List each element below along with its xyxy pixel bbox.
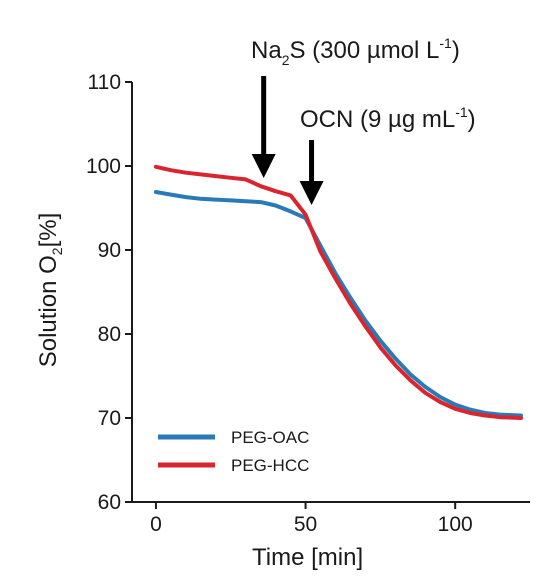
annotation-na2s-label: Na2S (300 µmol L-1) (251, 35, 460, 68)
x-tick-label: 50 (294, 513, 317, 536)
ocn-main: OCN (9 µg mL (300, 106, 455, 133)
na2s-main2: S (300 µmol L (289, 37, 439, 64)
ocn-arrow (299, 140, 324, 205)
legend: PEG-OAC PEG-HCC (158, 428, 309, 475)
annotation-ocn-label: OCN (9 µg mL-1) (300, 104, 476, 133)
legend-label-peg-hcc: PEG-HCC (231, 456, 309, 475)
y-tick-label: 70 (98, 407, 121, 430)
y-axis-title: Solution O2[%] (35, 213, 65, 368)
ocn-superscript: -1 (455, 104, 468, 120)
na2s-end: ) (452, 37, 460, 64)
axes (131, 82, 530, 503)
na2s-label: Na2S (300 µmol L-1) (251, 35, 460, 68)
na2s-main: Na (251, 37, 282, 64)
arrows (251, 76, 324, 205)
y-tick-label: 60 (98, 491, 121, 514)
series-line-peg-hcc (153, 164, 523, 420)
x-axis-title: Time [min] (252, 544, 363, 571)
na2s-superscript: -1 (439, 35, 452, 51)
y-axis-title-rest: [%] (35, 213, 62, 248)
na2s-arrow (251, 76, 276, 178)
series-layer (153, 164, 523, 420)
x-ticks: 0 50 100 (150, 502, 473, 536)
x-tick-label: 100 (438, 513, 473, 536)
y-ticks: 60 70 80 90 100 110 (86, 71, 132, 514)
ocn-end: ) (468, 106, 476, 133)
x-tick-label: 0 (150, 513, 162, 536)
ocn-label: OCN (9 µg mL-1) (300, 104, 476, 133)
y-axis-title-main: Solution O (35, 255, 62, 367)
y-tick-label: 110 (88, 71, 121, 94)
y-tick-label: 80 (98, 323, 121, 346)
y-tick-label: 100 (86, 155, 121, 178)
y-axis-title-sub: 2 (49, 247, 65, 255)
legend-label-peg-oac: PEG-OAC (231, 428, 309, 447)
na2s-subscript: 2 (282, 52, 290, 68)
y-tick-label: 90 (98, 239, 121, 262)
series-line-peg-oac (153, 190, 523, 418)
